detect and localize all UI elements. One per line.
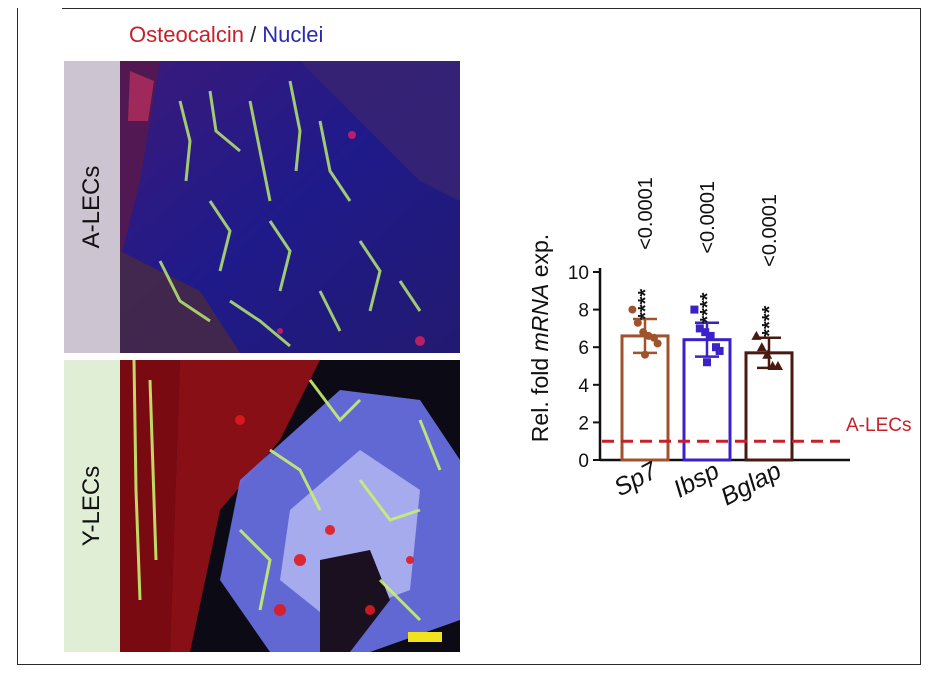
figure-title: Osteocalcin / Nuclei [129, 22, 323, 48]
row-label-y-lecs: Y-LECs [64, 360, 120, 652]
significance-stars: **** [759, 305, 781, 336]
data-point [690, 305, 699, 314]
y-axis-label: Rel. fold mRNA exp. [527, 234, 553, 442]
y-tick-label: 10 [568, 263, 589, 284]
micrograph-a-lecs-image [120, 61, 460, 353]
data-point [701, 328, 710, 337]
x-category-label: Bglap [716, 457, 786, 512]
reference-label: A-LECs [846, 415, 911, 436]
title-osteocalcin: Osteocalcin [129, 22, 244, 47]
data-point [773, 361, 783, 370]
title-nuclei: Nuclei [262, 22, 324, 47]
bar-chart: 0 2 4 6 8 10 Rel. fold mRNA exp. **** <0.0001 Sp7… [527, 177, 911, 512]
micrograph-y-lecs-image [120, 360, 460, 652]
p-value-label: <0.0001 [759, 194, 781, 267]
data-point [703, 358, 711, 367]
scale-bar [408, 632, 442, 642]
data-point [756, 342, 767, 352]
p-value-label: <0.0001 [697, 181, 719, 254]
title-separator: / [243, 22, 263, 47]
y-axis-label-part: Rel. fold [527, 351, 553, 442]
significance-stars: **** [697, 292, 719, 323]
data-point [653, 339, 662, 348]
significance-stars: **** [635, 289, 657, 320]
data-point [751, 330, 762, 340]
data-point [762, 349, 773, 359]
y-axis-label-part: exp. [527, 234, 553, 284]
data-point [695, 324, 704, 333]
row-label-a-lecs: A-LECs [64, 61, 120, 353]
y-tick-label: 8 [578, 301, 589, 322]
y-tick-label: 4 [578, 376, 589, 397]
x-category-label: Sp7 [609, 456, 662, 502]
y-tick-label: 2 [578, 413, 589, 434]
y-axis-label-part: mRNA [527, 284, 553, 352]
data-point [641, 350, 649, 359]
data-point [715, 346, 724, 355]
p-value-label: <0.0001 [635, 177, 657, 250]
y-tick-label: 0 [578, 451, 589, 472]
data-point [628, 305, 637, 314]
micrograph-a-lecs [120, 61, 460, 353]
y-tick-label: 6 [578, 338, 589, 359]
micrograph-y-lecs [120, 360, 460, 652]
data-point [706, 331, 715, 340]
frame-top-border [62, 8, 921, 9]
data-point [633, 318, 642, 327]
row-label-y-lecs-text: Y-LECs [78, 465, 105, 547]
row-label-a-lecs-text: A-LECs [78, 165, 105, 249]
x-category-label: Ibsp [669, 457, 724, 504]
